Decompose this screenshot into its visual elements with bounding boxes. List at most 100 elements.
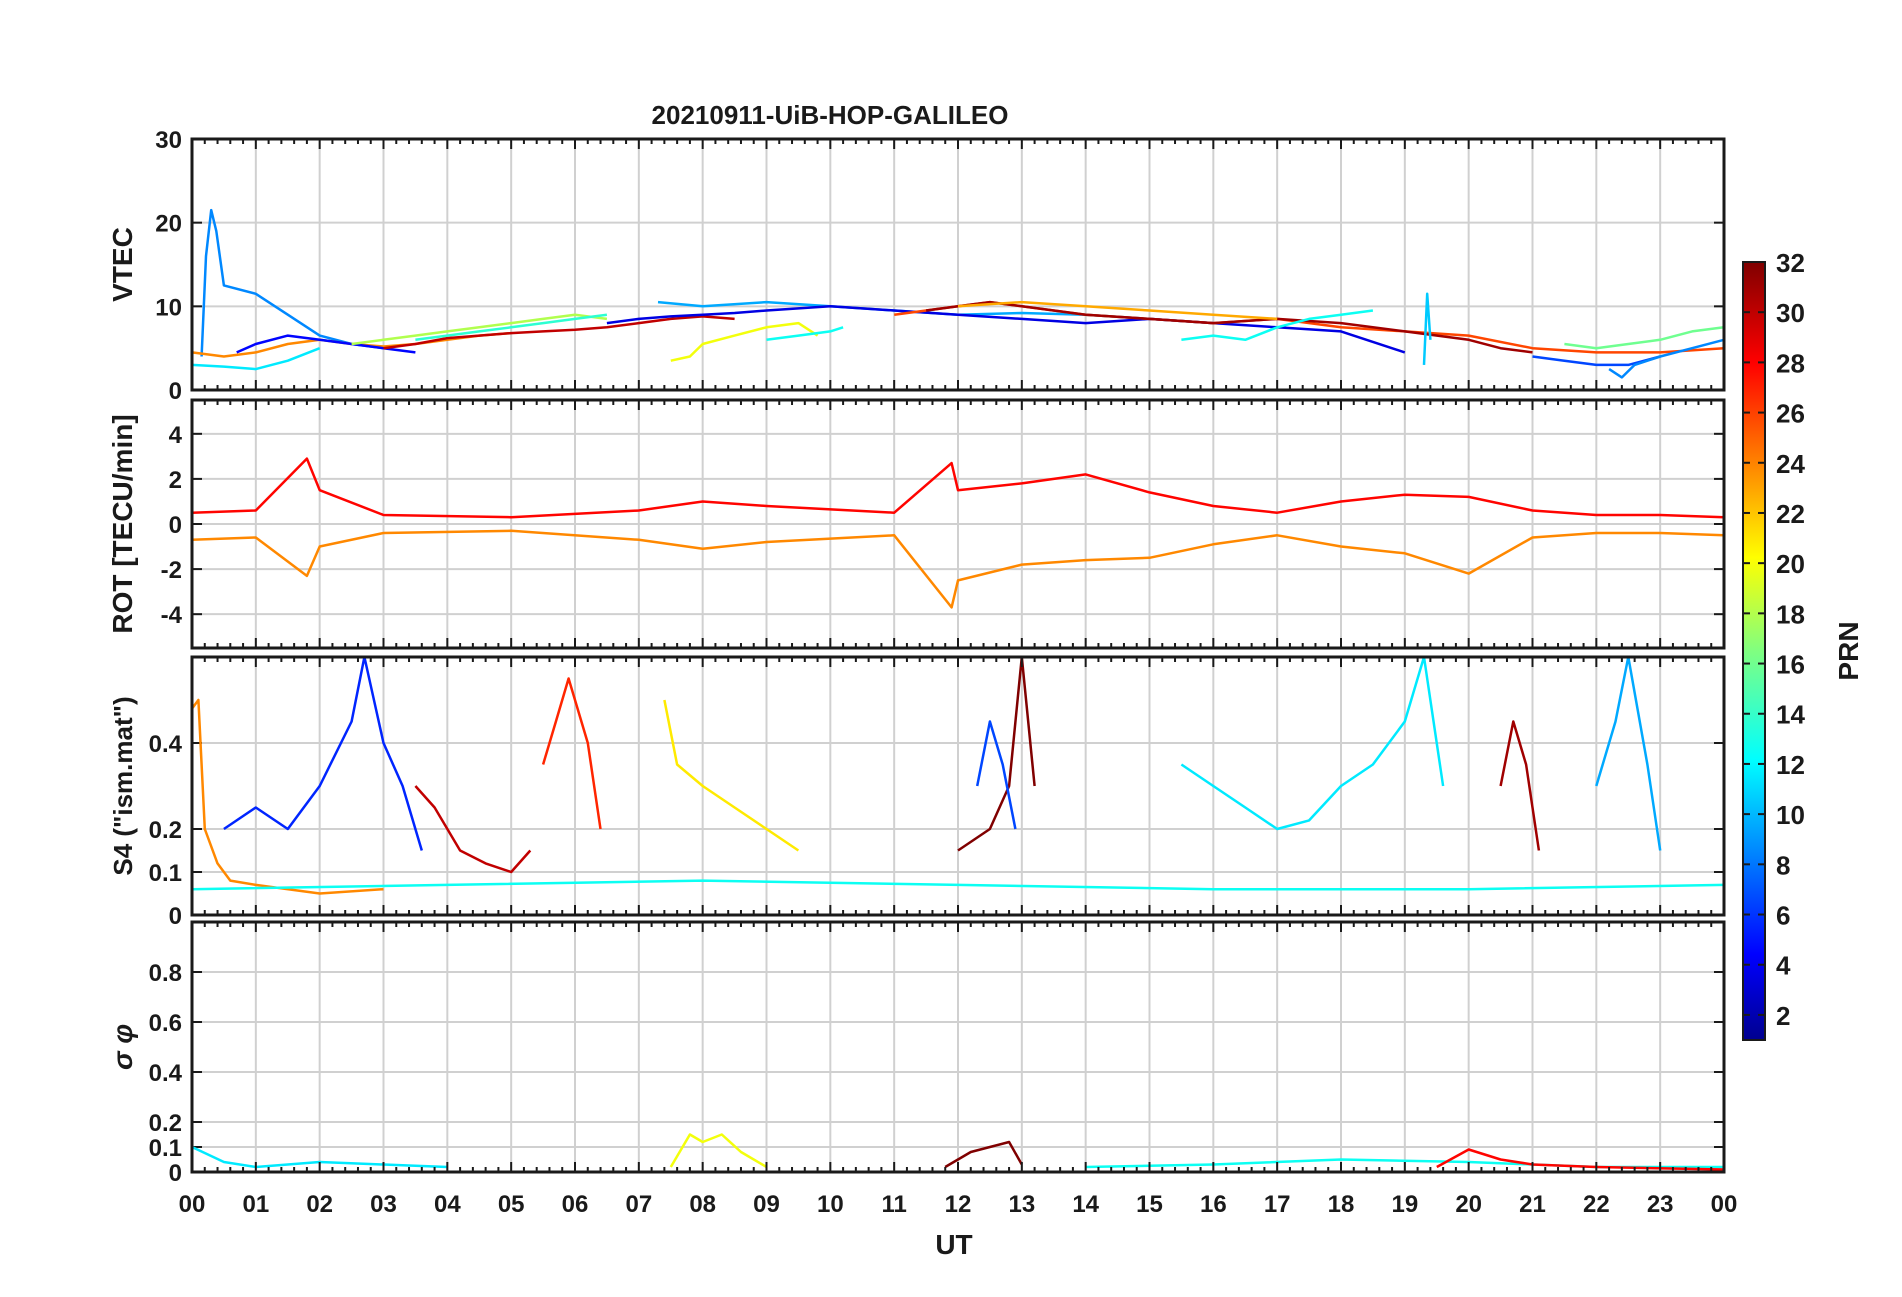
x-tick-label: 00: [179, 1191, 206, 1218]
colorbar-tick-label: 26: [1776, 399, 1805, 429]
y-tick-label-vtec: 10: [155, 294, 182, 321]
panel-sigphi-frame: [190, 920, 1726, 1174]
colorbar-tick-label: 22: [1776, 499, 1805, 529]
y-tick-label-rot: 2: [169, 467, 182, 494]
colorbar-tick-label: 24: [1776, 449, 1805, 479]
x-tick-label: 14: [1072, 1191, 1099, 1218]
colorbar-tick-label: 16: [1776, 650, 1805, 680]
y-tick-label-sigphi: 0.4: [149, 1060, 183, 1087]
colorbar-tick-label: 14: [1776, 700, 1805, 730]
colorbar-tick-label: 6: [1776, 901, 1790, 931]
panel-s4: 0 0.1 0.2 0.4 S4 ("ism.mat"): [108, 655, 1726, 930]
colorbar-tick-label: 10: [1776, 800, 1805, 830]
x-tick-label: 05: [498, 1191, 525, 1218]
colorbar-tick-label: 8: [1776, 850, 1790, 880]
x-tick-label: 18: [1328, 1191, 1355, 1218]
series-vtec-prn-30: [383, 315, 735, 350]
colorbar-tick-label: 20: [1776, 549, 1805, 579]
colorbar-tick-label: 12: [1776, 750, 1805, 780]
colorbar-tick-label: 32: [1776, 248, 1805, 278]
x-tick-label: 13: [1008, 1191, 1035, 1218]
chart-title: 20210911-UiB-HOP-GALILEO: [652, 100, 1009, 130]
series-group-s4: [190, 655, 1725, 895]
x-tick-label: 04: [434, 1191, 461, 1218]
colorbar-tick-label: 4: [1776, 951, 1791, 981]
y-tick-label-vtec: 30: [155, 127, 182, 154]
series-sigphi-prn-32: [944, 1140, 1023, 1169]
series-s4-baseline: [191, 879, 1725, 891]
y-axis-label-sigphi: σ φ: [107, 1024, 138, 1070]
series-s4-prn-27: [541, 677, 602, 830]
panel-rot-frame: [190, 398, 1726, 650]
y-axis-label-s4: S4 ("ism.mat"): [108, 696, 138, 875]
series-vtec-prn-9b: [1608, 338, 1725, 379]
y-tick-label-vtec: 20: [155, 211, 182, 238]
series-vtec-prn-4: [606, 305, 1406, 354]
series-vtec-prn-7: [1532, 355, 1661, 367]
series-vtec-prn-9: [200, 208, 384, 357]
series-vtec-prn-11: [1422, 292, 1432, 365]
y-tick-label-s4: 0.1: [149, 860, 182, 887]
series-s4-prn-6: [223, 655, 423, 851]
y-tick-label-rot: 0: [169, 512, 182, 539]
colorbar-label: PRN: [1833, 621, 1864, 680]
x-tick-label: 17: [1264, 1191, 1291, 1218]
series-group-sigphi: [191, 1133, 1725, 1171]
panel-sigphi: 00.10.2 0.4 0.6 0.8 σ φ: [107, 920, 1726, 1187]
x-tick-label: 23: [1647, 1191, 1674, 1218]
y-tick-label-sigphi: 0.2: [149, 1110, 182, 1137]
x-tick-label: 01: [242, 1191, 269, 1218]
series-rot-rot-envelope-lower: [191, 529, 1725, 609]
series-s4-prn-12: [1180, 655, 1445, 831]
y-axis-label-rot: ROT [TECU/min]: [107, 414, 138, 633]
x-tick-label: 08: [689, 1191, 716, 1218]
series-vtec-prn-16: [1564, 326, 1725, 350]
series-vtec-prn-20: [670, 321, 819, 362]
series-vtec-prn-12: [191, 347, 321, 371]
series-vtec-prn-31: [925, 300, 1533, 354]
y-tick-label-s4: 0.2: [149, 817, 182, 844]
colorbar-tick-label: 30: [1776, 298, 1805, 328]
x-tick-label: 21: [1519, 1191, 1546, 1218]
y-tick-label-sigphi: 0.6: [149, 1010, 182, 1037]
series-group-rot: [191, 457, 1725, 609]
series-vtec-prn-23: [957, 300, 1278, 321]
x-tick-label: 10: [817, 1191, 844, 1218]
series-s4-prn-31: [1499, 720, 1541, 851]
y-tick-label-sigphi: 0.8: [149, 960, 182, 987]
y-axis-label-vtec: VTEC: [107, 227, 138, 302]
series-s4-prn-32: [957, 655, 1036, 852]
series-sigphi-prn-12: [191, 1145, 448, 1169]
x-axis-label: UT: [935, 1229, 972, 1260]
series-s4-prn-7: [975, 720, 1017, 830]
x-tick-label: 09: [753, 1191, 780, 1218]
x-tick-label: 16: [1200, 1191, 1227, 1218]
y-tick-label-s4: 0.4: [149, 731, 183, 758]
series-s4-prn-30: [414, 785, 532, 874]
y-tick-label-rot: 4: [169, 422, 183, 449]
colorbar-gradient: [1742, 261, 1766, 1041]
series-vtec-prn-13: [766, 326, 844, 342]
x-tick-label: 03: [370, 1191, 397, 1218]
series-sigphi-prn-28: [1436, 1148, 1725, 1171]
y-tick-label-rot: -4: [161, 602, 183, 629]
x-tick-label: 00: [1711, 1191, 1738, 1218]
series-group-vtec: [191, 208, 1725, 379]
series-vtec-prn-13b: [1181, 309, 1374, 342]
x-tick-label: 19: [1391, 1191, 1418, 1218]
y-tick-label-s4: 0: [169, 903, 182, 930]
series-sigphi-prn-20: [669, 1133, 768, 1169]
x-tick-label: 20: [1455, 1191, 1482, 1218]
x-tick-label: 02: [306, 1191, 333, 1218]
panel-vtec: 0 10 20 30 VTEC: [107, 127, 1726, 405]
colorbar-tick-label: 28: [1776, 348, 1805, 378]
colorbar-tick-label: 2: [1776, 1001, 1790, 1031]
colorbar-tick-label: 18: [1776, 599, 1805, 629]
y-tick-label-rot: -2: [161, 557, 182, 584]
y-tick-label-sigphi: 0: [169, 1160, 182, 1187]
y-tick-label-sigphi: 0.1: [149, 1135, 182, 1162]
panel-vtec-frame: [190, 137, 1726, 392]
